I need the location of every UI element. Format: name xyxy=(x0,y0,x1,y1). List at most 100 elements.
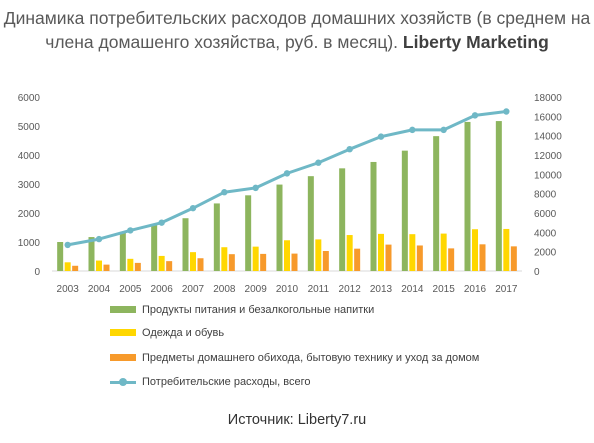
bar-food xyxy=(464,121,471,271)
y-left-tick-label: 2000 xyxy=(18,209,41,220)
x-tick-label: 2004 xyxy=(88,284,111,295)
bar-household xyxy=(385,244,392,271)
bar-food xyxy=(307,176,314,271)
y-right-tick-label: 2000 xyxy=(534,248,557,259)
line-total-point xyxy=(503,108,510,115)
bar-household xyxy=(479,244,486,271)
bar-household xyxy=(448,248,455,271)
y-right-tick-label: 18000 xyxy=(534,93,562,104)
y-left-tick-label: 1000 xyxy=(18,238,41,249)
legend-label-clothing: Одежда и обувь xyxy=(142,327,225,339)
bar-clothing xyxy=(221,247,228,271)
line-total-point xyxy=(252,184,259,192)
line-total-point xyxy=(377,133,385,140)
x-tick-label: 2008 xyxy=(213,284,236,295)
x-tick-label: 2014 xyxy=(401,284,424,295)
legend-swatch-food xyxy=(110,306,136,313)
bar-household xyxy=(72,265,79,271)
bar-clothing xyxy=(158,255,165,271)
legend-item-total: Потребительские расходы, всего xyxy=(110,374,530,390)
legend-label-household: Предметы домашнего обихода, бытовую техн… xyxy=(142,352,480,364)
x-tick-label: 2011 xyxy=(308,284,330,295)
legend-swatch-clothing xyxy=(110,329,136,336)
line-total-point xyxy=(283,170,291,177)
y-right-tick-label: 4000 xyxy=(534,228,557,239)
chart-plot: 0 1000 2000 3000 4000 5000 6000 0 2000 4000 6000 80… xyxy=(18,93,562,295)
x-tick-label: 2015 xyxy=(433,284,456,295)
y-left-tick-label: 0 xyxy=(34,267,40,278)
bar-household xyxy=(197,258,204,271)
bar-food xyxy=(433,136,440,271)
bar-household xyxy=(166,261,173,271)
x-tick-label: 2012 xyxy=(339,284,362,295)
y-right-tick-label: 10000 xyxy=(534,170,562,181)
line-total-point xyxy=(221,189,228,196)
bar-household xyxy=(291,253,298,271)
chart-bars xyxy=(57,121,517,271)
bar-household xyxy=(510,246,517,271)
bar-food xyxy=(276,184,283,271)
y-right-tick-label: 6000 xyxy=(534,209,557,220)
bar-clothing xyxy=(64,262,71,271)
x-tick-label: 2003 xyxy=(57,284,80,295)
bar-clothing xyxy=(346,235,353,271)
bar-food xyxy=(339,168,346,271)
legend-label-total: Потребительские расходы, всего xyxy=(142,376,311,388)
line-total-point xyxy=(346,146,353,153)
line-total-point xyxy=(471,112,479,119)
x-tick-label: 2007 xyxy=(182,284,205,295)
bar-clothing xyxy=(378,233,384,271)
legend-item-household: Предметы домашнего обихода, бытовую техн… xyxy=(110,350,530,366)
legend-swatch-household xyxy=(110,354,136,361)
bar-food xyxy=(245,195,252,271)
line-total-point xyxy=(158,219,165,226)
bar-household xyxy=(416,245,423,271)
bar-clothing xyxy=(127,258,134,271)
bar-household xyxy=(260,253,267,271)
y-right-tick-label: 0 xyxy=(534,267,540,278)
y-left-tick-label: 3000 xyxy=(18,180,41,191)
line-total-point xyxy=(64,241,71,249)
bar-household xyxy=(134,262,141,271)
x-tick-label: 2006 xyxy=(151,284,174,295)
x-tick-label: 2009 xyxy=(245,284,268,295)
bar-clothing xyxy=(96,260,102,271)
bar-food xyxy=(370,161,377,271)
chart-title: Динамика потребительских расходов домашн… xyxy=(0,6,594,54)
bar-food xyxy=(213,203,220,271)
y-left-tick-label: 4000 xyxy=(18,151,41,162)
bar-household xyxy=(354,248,361,271)
y-right-tick-label: 8000 xyxy=(534,190,557,201)
chart-title-text: Динамика потребительских расходов домашн… xyxy=(3,8,591,52)
y-right-tick-label: 16000 xyxy=(534,112,562,123)
bar-household xyxy=(322,250,329,271)
x-tick-label: 2016 xyxy=(464,284,487,295)
bar-clothing xyxy=(503,228,510,271)
bar-clothing xyxy=(409,234,416,271)
legend-item-clothing: Одежда и обувь xyxy=(110,325,530,341)
bar-food xyxy=(401,150,408,271)
x-tick-label: 2005 xyxy=(119,284,142,295)
chart-line xyxy=(64,108,510,249)
line-total-point xyxy=(315,159,322,166)
bar-food xyxy=(495,121,502,271)
y-right-tick-label: 14000 xyxy=(534,132,562,143)
line-total-point xyxy=(409,126,416,134)
bar-clothing xyxy=(190,252,196,271)
x-tick-label: 2013 xyxy=(370,284,393,295)
y-left-tick-label: 6000 xyxy=(18,93,41,104)
source-note: Источник: Liberty7.ru xyxy=(227,412,367,428)
line-total-point xyxy=(189,204,197,212)
chart-title-brand: Liberty Marketing xyxy=(402,32,549,52)
bar-food xyxy=(119,231,126,271)
bar-clothing xyxy=(315,239,322,271)
legend-label-food: Продукты питания и безалкогольные напитк… xyxy=(142,304,375,316)
bar-food xyxy=(88,237,95,271)
bar-clothing xyxy=(440,233,447,271)
bar-clothing xyxy=(284,240,290,271)
x-tick-label: 2010 xyxy=(276,284,299,295)
legend-swatch-total-marker xyxy=(119,378,127,386)
x-tick-label: 2017 xyxy=(495,284,518,295)
bar-food xyxy=(182,218,189,271)
line-total-point xyxy=(127,227,134,234)
